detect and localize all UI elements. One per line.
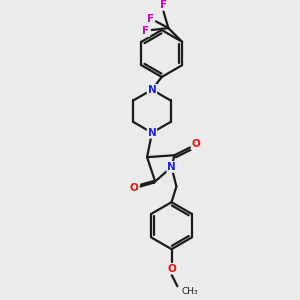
Text: N: N [148, 128, 156, 138]
Text: F: F [142, 26, 149, 36]
Text: CH₃: CH₃ [181, 287, 198, 296]
Text: F: F [147, 14, 154, 24]
Text: F: F [160, 0, 167, 10]
Text: O: O [167, 264, 176, 274]
Text: N: N [148, 85, 156, 95]
Text: O: O [192, 140, 200, 149]
Text: O: O [130, 182, 139, 193]
Text: N: N [167, 162, 176, 172]
